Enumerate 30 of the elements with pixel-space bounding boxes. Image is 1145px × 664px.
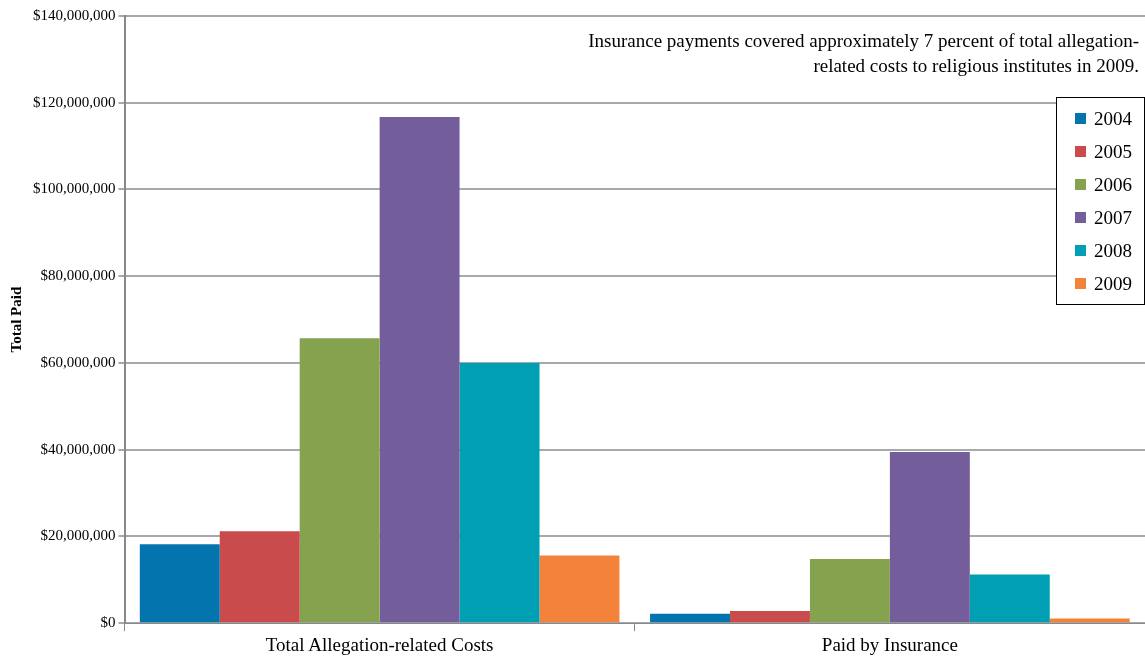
y-tick-label: $140,000,000 <box>33 6 116 23</box>
bar <box>969 574 1050 623</box>
legend-label: 2007 <box>1094 206 1132 229</box>
y-tick-label: $60,000,000 <box>40 353 116 370</box>
y-tick-label: $80,000,000 <box>40 267 116 284</box>
bar <box>809 559 890 623</box>
y-axis-title: Total Paid <box>7 286 24 353</box>
bar <box>539 555 620 623</box>
legend-label: 2005 <box>1094 140 1132 163</box>
x-tick-label: Total Allegation-related Costs <box>265 633 494 655</box>
bar <box>459 362 540 623</box>
y-tick-label: $120,000,000 <box>33 93 116 110</box>
bar <box>730 611 810 623</box>
legend-label: 2006 <box>1094 173 1132 196</box>
bar <box>889 451 970 623</box>
y-tick-label: $0 <box>100 614 116 631</box>
bar <box>139 544 220 623</box>
bar <box>1049 618 1130 623</box>
legend-label: 2009 <box>1094 272 1132 295</box>
annotation: Insurance payments covered approximately 7 percent of total allegation-related costs to religious institutes in 2009. <box>587 29 1139 78</box>
legend-label: 2004 <box>1094 107 1132 130</box>
y-tick-label: $20,000,000 <box>40 527 116 544</box>
y-tick-label: $100,000,000 <box>33 180 116 197</box>
legend-label: 2008 <box>1094 239 1132 262</box>
y-tick-label: $40,000,000 <box>40 440 116 457</box>
bar <box>379 117 460 623</box>
x-tick-label: Paid by Insurance <box>821 633 958 655</box>
bar <box>650 613 730 623</box>
bar <box>299 338 380 623</box>
bar <box>219 531 300 623</box>
